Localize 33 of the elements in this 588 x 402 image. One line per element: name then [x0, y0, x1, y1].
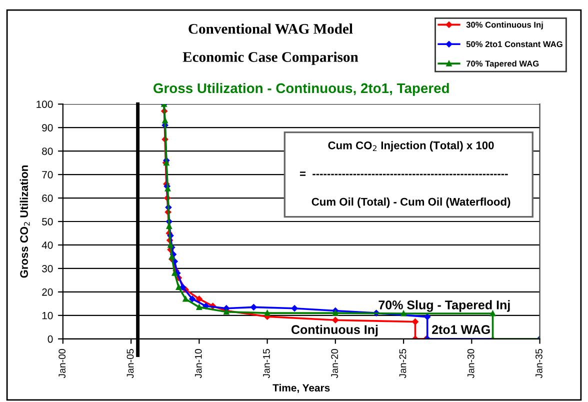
- y-tick-label: 50: [42, 218, 53, 226]
- x-tick-label: Jan-20: [331, 348, 338, 378]
- y-tick-label: 10: [42, 312, 53, 320]
- chart-title: Gross Utilization - Continuous, 2to1, Tapered: [154, 82, 449, 96]
- y-tick-label: 80: [42, 148, 53, 155]
- y-tick-label: 20: [42, 288, 53, 296]
- x-tick-label: Jan-15: [263, 349, 270, 378]
- y-tick-label: 40: [42, 241, 53, 249]
- y-axis-title: Gross CO$_{2}$ Utilization: [20, 166, 30, 278]
- x-tick-label: Jan-05: [126, 349, 134, 378]
- x-tick-label: Jan-35: [536, 349, 542, 378]
- annotation: 70% Slug - Tapered Inj: [378, 300, 510, 312]
- text: Economic Case Comparison: [182, 52, 358, 65]
- annotation: = -----------------------------------------------------: [300, 172, 508, 176]
- x-axis-title: Time, Years: [272, 384, 330, 394]
- x-tick-label: Jan-10: [194, 348, 202, 378]
- y-tick-label: 60: [42, 194, 53, 202]
- y-tick-label: 70: [42, 171, 53, 178]
- text: Conventional WAG Model: [188, 24, 353, 34]
- annotation: Cum Oil (Total) - Cum Oil (Waterflood): [312, 198, 510, 208]
- legend-label: 70% Tapered WAG: [466, 60, 539, 68]
- y-tick-label: 30: [42, 264, 53, 272]
- legend-label: 50% 2to1 Constant WAG: [466, 41, 562, 48]
- y-tick-label: 100: [36, 100, 53, 108]
- legend-label: 30% Continuous Inj: [466, 22, 543, 30]
- annotation: 2to1 WAG: [432, 325, 490, 334]
- annotation: Cum CO$_{2}$ Injection (Total) x 100: [328, 141, 494, 152]
- x-tick-label: Jan-30: [467, 348, 474, 378]
- x-tick-label: Jan-25: [399, 349, 406, 378]
- y-tick-label: 90: [42, 124, 53, 132]
- annotation: Continuous Inj: [292, 324, 378, 336]
- y-tick-label: 0: [48, 335, 53, 343]
- x-tick-label: Jan-00: [58, 348, 66, 378]
